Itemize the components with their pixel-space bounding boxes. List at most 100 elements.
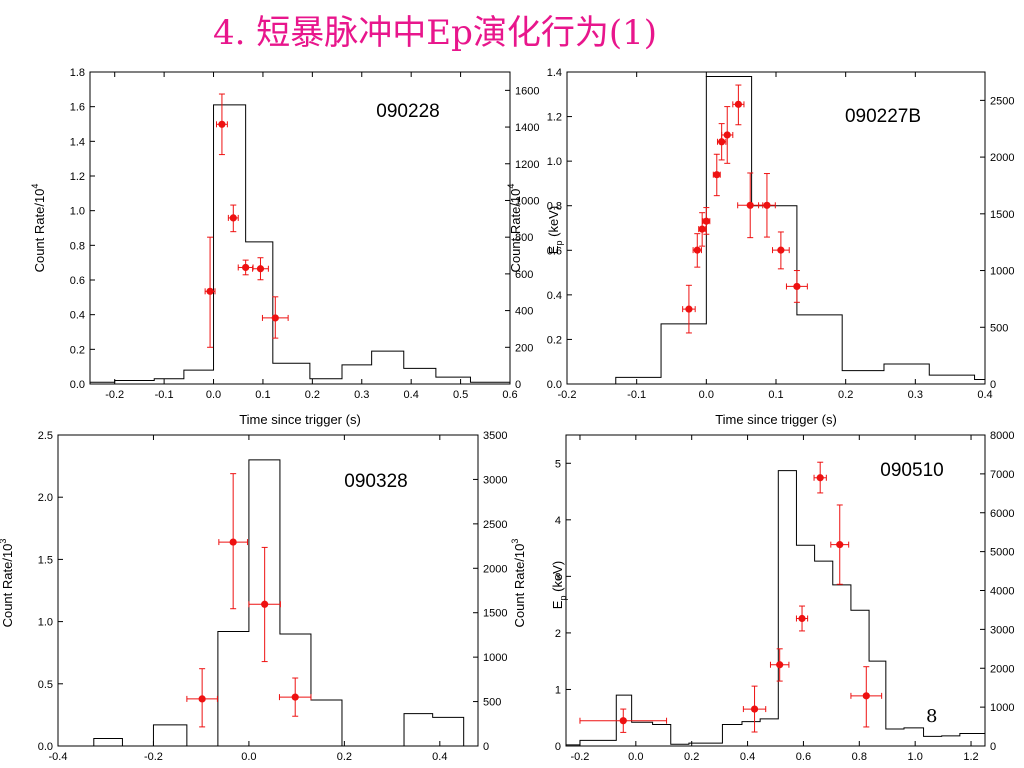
ep-marker (229, 538, 237, 546)
y-right-tick-label: 0 (515, 379, 521, 391)
x-tick-label: 0.4 (977, 389, 992, 401)
ep-point (215, 93, 228, 156)
y-left-tick-label: 0 (555, 741, 561, 753)
ep-marker (746, 201, 754, 209)
ep-marker (229, 214, 237, 222)
y-right-tick-label: 1500 (990, 209, 1014, 221)
x-tick-label: 0.4 (740, 751, 755, 763)
plot-frame (565, 434, 986, 747)
y-left-tick-label: 1.2 (547, 112, 562, 124)
y-left-tick-label: 0.6 (547, 245, 562, 257)
x-tick-label: 0.1 (768, 389, 783, 401)
x-tick-label: 0.0 (628, 751, 643, 763)
y-left-tick-label: 2.5 (38, 430, 53, 442)
ep-point (186, 668, 218, 728)
y-right-tick-label: 1000 (990, 702, 1014, 714)
ep-point (261, 296, 289, 339)
y-right-tick-label: 7000 (990, 469, 1014, 481)
histogram-line (58, 459, 478, 747)
y-right-tick-label: 3000 (483, 474, 507, 486)
ep-marker (198, 695, 206, 703)
y-right-tick-label: 2500 (483, 519, 507, 531)
y-left-tick-label: 1.8 (70, 67, 85, 79)
y-left-tick-label: 0.0 (547, 379, 562, 391)
x-tick-label: -0.2 (105, 389, 124, 401)
ep-marker (206, 287, 214, 295)
y-right-tick-label: 800 (515, 232, 533, 244)
ep-point (737, 172, 764, 239)
y-right-tick-label: 4000 (990, 586, 1014, 598)
ep-point (742, 685, 767, 733)
y-right-tick-label: 5000 (990, 547, 1014, 559)
ep-point (579, 708, 668, 733)
y-left-axis-label: Count Rate/104 (30, 184, 47, 273)
ep-point (204, 236, 216, 348)
y-left-tick-label: 0.6 (70, 275, 85, 287)
y-left-tick-label: 0.5 (38, 679, 53, 691)
x-tick-label: 0.4 (432, 751, 447, 763)
y-left-tick-label: 0.0 (38, 741, 53, 753)
y-right-axis-label: Ep (keV) (546, 206, 564, 254)
panel-090227b: -0.2 -0.1 0.0 0.1 0.2 0.3 0.4 0.0 0.2 0.4 0.6 0.8 1.… (506, 67, 1014, 427)
y-right-tick-label: 2000 (483, 563, 507, 575)
x-tick-label: -0.4 (49, 751, 68, 763)
y-right-tick-label: 500 (990, 322, 1008, 334)
ep-marker (763, 201, 771, 209)
ep-marker (702, 217, 710, 225)
ep-marker (218, 120, 226, 128)
x-tick-label: 0.4 (404, 389, 419, 401)
ep-point (795, 605, 809, 632)
y-right-tick-label: 1500 (483, 608, 507, 620)
ep-marker (723, 131, 731, 139)
y-left-tick-label: 1.0 (547, 156, 562, 168)
y-right-tick-label: 6000 (990, 508, 1014, 520)
x-tick-label: 0.6 (796, 751, 811, 763)
ep-marker (734, 100, 742, 108)
histogram-line (90, 104, 510, 383)
ep-point (813, 461, 827, 494)
ep-point (721, 106, 734, 164)
ep-marker (798, 614, 806, 623)
x-tick-label: 0.0 (241, 751, 256, 763)
histogram-line (567, 75, 985, 385)
ep-marker (836, 541, 844, 549)
burst-name-label: 090228 (376, 101, 439, 122)
ep-marker (256, 265, 265, 273)
ep-point (227, 204, 239, 233)
ep-marker (793, 282, 801, 291)
y-left-tick-label: 0.4 (547, 290, 562, 302)
y-left-axis-label: Count Rate/104 (506, 184, 523, 273)
y-right-tick-label: 0 (483, 741, 489, 753)
ep-point (850, 666, 883, 728)
x-tick-label: 0.5 (453, 389, 468, 401)
y-left-tick-label: 5 (555, 458, 561, 470)
y-right-tick-label: 3500 (483, 430, 507, 442)
ep-point (278, 677, 312, 717)
x-axis-label: Time since trigger (s) (239, 412, 361, 427)
ep-point (712, 153, 721, 197)
ep-marker (816, 474, 824, 482)
y-left-tick-label: 2.0 (38, 492, 53, 504)
y-right-tick-label: 2000 (990, 152, 1014, 164)
y-left-tick-label: 1.5 (38, 554, 53, 566)
ep-point (237, 259, 254, 276)
ep-point (682, 284, 696, 334)
ep-point (785, 270, 808, 303)
ep-marker (685, 305, 693, 313)
y-right-tick-label: 2000 (990, 663, 1014, 675)
y-left-tick-label: 0.4 (70, 310, 85, 322)
burst-name-label: 090227B (845, 106, 921, 127)
x-tick-label: 0.6 (502, 389, 517, 401)
x-tick-label: -0.2 (144, 751, 163, 763)
panel-090228: -0.2 -0.1 0.0 0.1 0.2 0.3 0.4 0.5 0.6 0.0 0.2 0.4 0.… (30, 67, 539, 427)
histogram-line (566, 470, 985, 746)
x-tick-label: 0.2 (305, 389, 320, 401)
y-left-axis-label: Count Rate/103 (0, 539, 15, 628)
ep-point (769, 648, 790, 682)
x-tick-label: 0.1 (255, 389, 270, 401)
x-tick-label: 0.2 (337, 751, 352, 763)
y-left-tick-label: 1.6 (70, 102, 85, 114)
y-right-tick-label: 0 (990, 741, 996, 753)
y-right-tick-label: 8000 (990, 430, 1014, 442)
